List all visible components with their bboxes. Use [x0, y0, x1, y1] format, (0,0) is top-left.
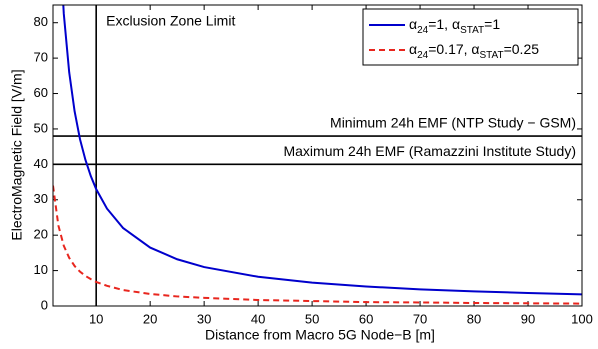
- x-tick-label: 20: [143, 311, 157, 326]
- reference-label: Exclusion Zone Limit: [106, 13, 235, 29]
- y-tick-label: 20: [34, 227, 48, 242]
- y-tick-label: 80: [34, 14, 48, 29]
- legend-label: α24=0.17, αSTAT=0.25: [409, 41, 539, 61]
- series-line: [62, 5, 582, 296]
- x-tick-label: 60: [359, 311, 373, 326]
- x-tick-label: 70: [413, 311, 427, 326]
- x-tick-label: 80: [467, 311, 481, 326]
- x-tick-label: 10: [89, 311, 103, 326]
- x-tick-label: 90: [521, 311, 535, 326]
- x-tick-label: 30: [197, 311, 211, 326]
- plot-frame: [52, 4, 583, 307]
- y-tick-label: 40: [34, 156, 48, 171]
- series-line: [53, 185, 582, 305]
- legend-label: α24=1, αSTAT=1: [409, 16, 500, 36]
- legend-box: [362, 8, 579, 66]
- x-tick-label: 100: [571, 311, 593, 326]
- y-tick-label: 0: [41, 297, 48, 312]
- x-tick-label: 40: [251, 311, 265, 326]
- y-axis-label: ElectroMagnetic Field [V/m]: [9, 69, 25, 240]
- y-tick-label: 10: [34, 262, 48, 277]
- x-axis-label: Distance from Macro 5G Node−B [m]: [205, 327, 435, 343]
- y-tick-label: 50: [34, 120, 48, 135]
- x-tick-label: 50: [305, 311, 319, 326]
- y-tick-label: 70: [34, 50, 48, 65]
- y-tick-label: 60: [34, 85, 48, 100]
- y-tick-label: 30: [34, 191, 48, 206]
- reference-label: Maximum 24h EMF (Ramazzini Institute Stu…: [283, 143, 576, 159]
- reference-label: Minimum 24h EMF (NTP Study − GSM): [330, 115, 576, 131]
